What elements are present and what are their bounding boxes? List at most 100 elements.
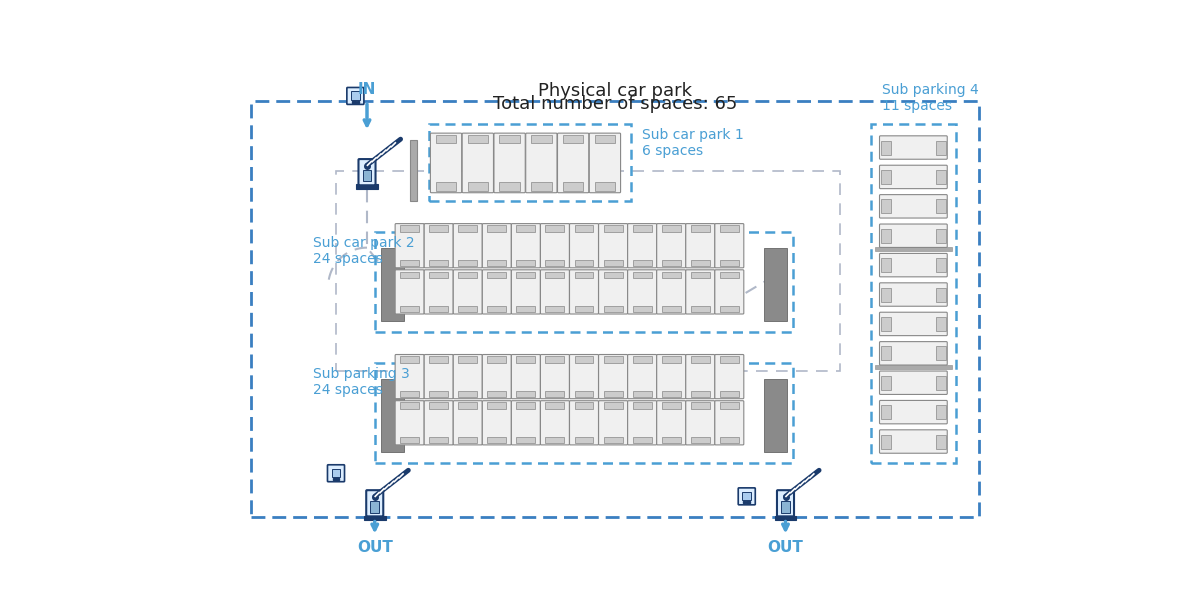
Bar: [604, 391, 623, 397]
Bar: [936, 317, 946, 331]
Bar: [720, 437, 739, 443]
Bar: [546, 306, 564, 313]
Bar: [691, 260, 709, 266]
Bar: [875, 365, 952, 368]
FancyBboxPatch shape: [880, 136, 947, 159]
Bar: [720, 402, 739, 409]
Bar: [936, 405, 946, 419]
Text: Physical car park: Physical car park: [538, 82, 692, 100]
FancyBboxPatch shape: [656, 223, 685, 268]
Bar: [430, 356, 448, 362]
Bar: [604, 402, 623, 409]
Bar: [516, 437, 535, 443]
FancyBboxPatch shape: [454, 354, 482, 399]
FancyBboxPatch shape: [482, 270, 511, 314]
Bar: [458, 260, 478, 266]
Bar: [720, 306, 739, 313]
FancyBboxPatch shape: [628, 223, 656, 268]
Bar: [487, 402, 506, 409]
FancyBboxPatch shape: [880, 371, 947, 395]
FancyBboxPatch shape: [395, 354, 424, 399]
Text: OUT: OUT: [356, 540, 392, 555]
Bar: [400, 225, 419, 232]
Bar: [691, 437, 709, 443]
Bar: [881, 288, 892, 302]
FancyBboxPatch shape: [540, 270, 570, 314]
Bar: [468, 182, 488, 191]
Text: Total number of spaces: 65: Total number of spaces: 65: [493, 95, 737, 113]
Bar: [436, 182, 456, 191]
Bar: [661, 437, 680, 443]
Bar: [604, 271, 623, 278]
Bar: [575, 402, 594, 409]
Bar: [661, 225, 680, 232]
FancyBboxPatch shape: [776, 490, 794, 517]
Bar: [458, 356, 478, 362]
Bar: [430, 402, 448, 409]
Bar: [881, 170, 892, 184]
FancyBboxPatch shape: [454, 401, 482, 445]
FancyBboxPatch shape: [880, 254, 947, 277]
Bar: [661, 271, 680, 278]
FancyBboxPatch shape: [685, 354, 715, 399]
Bar: [595, 135, 616, 143]
FancyBboxPatch shape: [656, 401, 685, 445]
Bar: [691, 225, 709, 232]
Bar: [430, 271, 448, 278]
Bar: [604, 437, 623, 443]
Bar: [691, 306, 709, 313]
Bar: [632, 225, 652, 232]
Bar: [936, 288, 946, 302]
Bar: [563, 182, 583, 191]
Bar: [400, 356, 419, 362]
FancyBboxPatch shape: [880, 195, 947, 218]
Bar: [764, 248, 787, 320]
Bar: [575, 260, 594, 266]
FancyBboxPatch shape: [880, 165, 947, 189]
Bar: [436, 135, 456, 143]
Bar: [516, 391, 535, 397]
Bar: [468, 135, 488, 143]
Bar: [380, 379, 404, 452]
Bar: [516, 260, 535, 266]
Bar: [936, 376, 946, 390]
FancyBboxPatch shape: [431, 133, 462, 193]
FancyBboxPatch shape: [628, 354, 656, 399]
Bar: [881, 376, 892, 390]
Bar: [661, 402, 680, 409]
Bar: [336, 171, 840, 371]
Text: OUT: OUT: [768, 540, 804, 555]
Bar: [516, 271, 535, 278]
FancyBboxPatch shape: [628, 401, 656, 445]
FancyBboxPatch shape: [656, 354, 685, 399]
FancyBboxPatch shape: [599, 223, 628, 268]
FancyBboxPatch shape: [599, 354, 628, 399]
FancyBboxPatch shape: [395, 270, 424, 314]
Bar: [936, 170, 946, 184]
Bar: [499, 135, 520, 143]
Bar: [720, 356, 739, 362]
Bar: [487, 306, 506, 313]
Bar: [875, 247, 952, 251]
FancyBboxPatch shape: [599, 270, 628, 314]
Bar: [881, 347, 892, 361]
Bar: [881, 141, 892, 155]
Bar: [881, 229, 892, 243]
Bar: [532, 182, 552, 191]
Bar: [881, 199, 892, 213]
FancyBboxPatch shape: [715, 401, 744, 445]
FancyBboxPatch shape: [424, 401, 454, 445]
Bar: [487, 437, 506, 443]
Bar: [563, 135, 583, 143]
Bar: [720, 271, 739, 278]
Bar: [532, 135, 552, 143]
Bar: [400, 391, 419, 397]
Bar: [516, 356, 535, 362]
Bar: [871, 124, 956, 463]
Bar: [632, 402, 652, 409]
Bar: [400, 306, 419, 313]
Bar: [604, 225, 623, 232]
Bar: [487, 391, 506, 397]
FancyBboxPatch shape: [454, 270, 482, 314]
Bar: [881, 405, 892, 419]
